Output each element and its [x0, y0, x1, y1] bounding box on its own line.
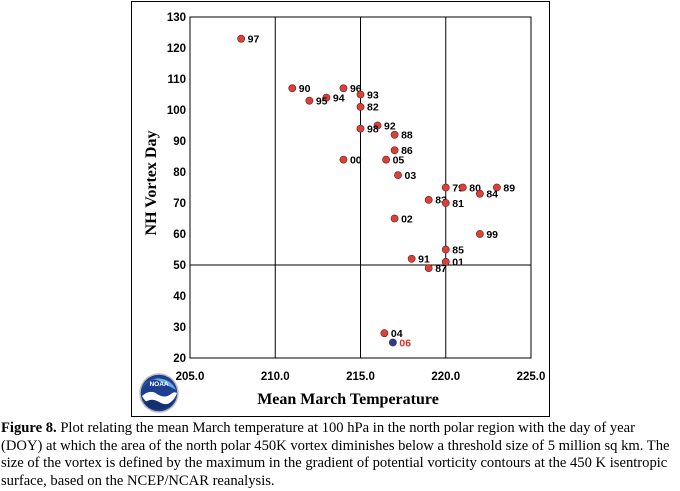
x-tick-label: 210.0	[261, 371, 290, 383]
point-label: 95	[316, 96, 328, 108]
point-label: 84	[486, 189, 498, 201]
point-label: 98	[367, 123, 379, 135]
point-label: 97	[248, 34, 260, 46]
y-tick-label: 90	[173, 136, 186, 148]
y-tick-label: 30	[173, 322, 186, 334]
y-tick-label: 70	[173, 198, 186, 210]
point-label: 00	[350, 154, 362, 166]
data-point	[390, 214, 399, 223]
figure-frame	[131, 1, 550, 417]
data-point	[373, 121, 382, 130]
y-axis-title: NH Vortex Day	[143, 131, 160, 236]
data-point	[380, 329, 389, 338]
point-label: 93	[367, 89, 379, 101]
x-axis-title: Mean March Temperature	[257, 391, 439, 408]
point-label: 89	[503, 182, 515, 194]
point-label: 01	[452, 257, 464, 269]
data-point	[441, 183, 450, 192]
noaa-logo: NOAA	[139, 373, 179, 413]
data-point	[407, 254, 416, 263]
data-point	[492, 183, 501, 192]
x-tick-label: 215.0	[346, 371, 375, 383]
y-tick-label: 80	[173, 167, 186, 179]
point-label: 94	[333, 92, 345, 104]
point-label: 96	[350, 83, 362, 95]
y-tick-label: 100	[167, 105, 186, 117]
data-point	[322, 93, 331, 102]
point-label: 02	[401, 213, 413, 225]
point-label: 03	[405, 170, 417, 182]
point-label: 99	[486, 229, 498, 241]
y-tick-label: 130	[167, 12, 186, 24]
caption-text: Plot relating the mean March temperature…	[1, 420, 670, 489]
point-label: 85	[452, 244, 464, 256]
data-point	[424, 264, 433, 272]
data-point	[475, 189, 484, 198]
point-label: 91	[418, 254, 430, 266]
x-tick-label: 225.0	[517, 371, 546, 383]
point-label: 83	[435, 195, 447, 207]
point-label: 81	[452, 198, 464, 210]
y-tick-label: 50	[173, 260, 186, 272]
data-point	[339, 155, 348, 164]
data-point	[424, 195, 433, 204]
y-tick-labels: 20 30 40 50 60 70 80 90 100 110 120 130	[167, 12, 186, 365]
data-point	[390, 146, 399, 155]
plot-area	[189, 16, 532, 359]
point-label: 79	[452, 182, 464, 194]
data-point	[288, 84, 297, 93]
x-tick-labels: 205.0 210.0 215.0 220.0 225.0	[176, 371, 546, 383]
point-label: 92	[384, 120, 396, 132]
caption-lead: Figure 8.	[1, 420, 57, 436]
data-point	[394, 171, 402, 179]
data-point	[356, 103, 365, 111]
point-label: 82	[367, 102, 379, 114]
data-point	[390, 130, 399, 139]
x-tick-label: 220.0	[431, 371, 460, 383]
y-tick-label: 20	[173, 353, 186, 365]
y-tick-label: 120	[167, 43, 186, 55]
data-point	[441, 257, 450, 266]
point-label: 04	[391, 328, 403, 340]
data-point	[441, 245, 450, 254]
point-label: 88	[401, 130, 413, 142]
data-point	[441, 199, 450, 207]
data-point	[237, 34, 246, 43]
noaa-logo-text: NOAA	[149, 381, 168, 388]
point-label: 06	[399, 337, 411, 349]
y-tick-label: 110	[167, 74, 186, 86]
point-label: 86	[401, 145, 413, 157]
point-label: 80	[469, 182, 481, 194]
y-tick-label: 60	[173, 229, 186, 241]
figure-caption: Figure 8. Plot relating the mean March t…	[1, 420, 679, 490]
data-point	[356, 124, 365, 133]
data-point	[305, 96, 314, 105]
x-tick-label: 205.0	[176, 371, 205, 383]
point-label: 05	[393, 154, 405, 166]
y-tick-label: 40	[173, 291, 186, 303]
data-point	[458, 183, 467, 192]
data-point	[339, 84, 348, 93]
data-point	[475, 230, 484, 238]
point-label: 90	[299, 83, 311, 95]
data-point	[382, 155, 390, 164]
data-point	[356, 90, 365, 99]
data-point	[388, 338, 397, 347]
point-label: 87	[435, 263, 447, 275]
